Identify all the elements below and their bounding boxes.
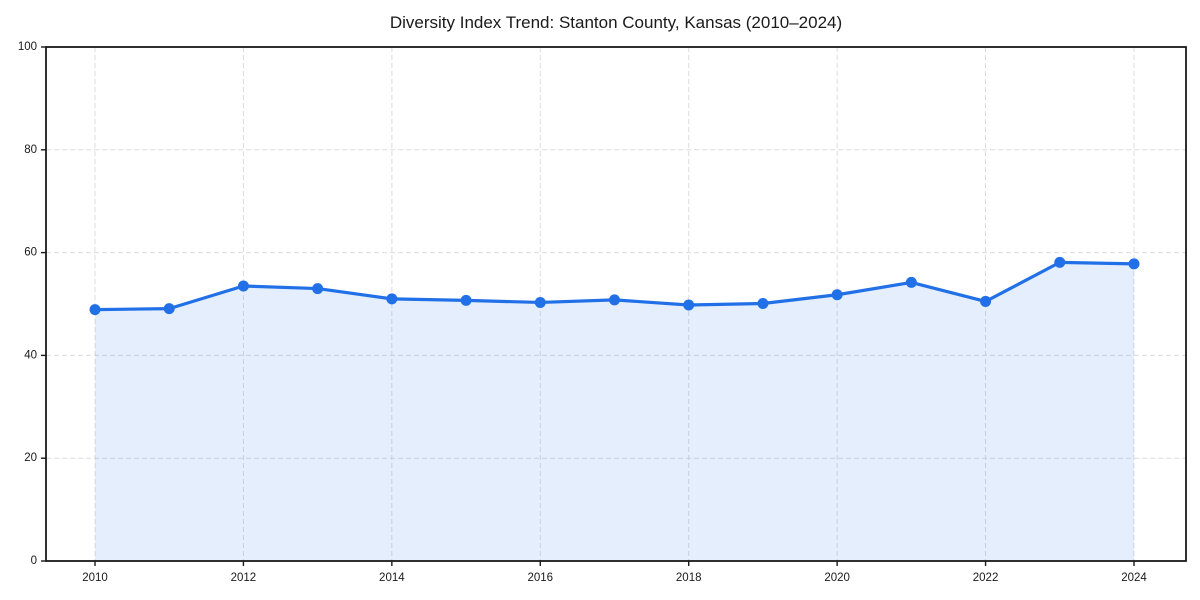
data-point bbox=[683, 299, 695, 311]
data-point bbox=[757, 297, 769, 309]
x-tick-label: 2020 bbox=[824, 572, 850, 584]
data-point bbox=[534, 296, 546, 308]
x-tick-label: 2012 bbox=[231, 572, 257, 584]
data-point bbox=[386, 293, 398, 305]
x-tick-label: 2014 bbox=[379, 572, 405, 584]
y-tick-label: 40 bbox=[24, 349, 37, 361]
plot-border bbox=[45, 46, 1187, 562]
y-tick-label: 0 bbox=[31, 555, 37, 567]
x-tick-label: 2018 bbox=[676, 572, 702, 584]
data-point bbox=[312, 283, 324, 295]
chart-title: Diversity Index Trend: Stanton County, K… bbox=[390, 13, 842, 32]
data-point bbox=[609, 294, 620, 306]
plot-content: 0 20 40 60 80 100 2010 2012 2014 2016 2018 2020 2022… bbox=[18, 41, 1187, 584]
y-tick-label: 20 bbox=[24, 452, 37, 464]
data-point bbox=[163, 303, 175, 315]
data-point bbox=[89, 304, 101, 316]
data-point bbox=[905, 276, 917, 288]
data-point bbox=[1054, 256, 1066, 268]
y-tick-label: 60 bbox=[24, 247, 37, 259]
data-point bbox=[980, 295, 992, 307]
x-tick-label: 2016 bbox=[527, 572, 553, 584]
area-fill bbox=[95, 262, 1134, 561]
data-point bbox=[460, 294, 472, 306]
data-point bbox=[237, 280, 249, 292]
data-point bbox=[1128, 258, 1140, 270]
x-tick-label: 2022 bbox=[973, 572, 999, 584]
y-tick-label: 100 bbox=[18, 41, 37, 53]
x-tick-label: 2010 bbox=[82, 572, 108, 584]
data-point bbox=[831, 289, 843, 301]
x-tick-label: 2024 bbox=[1121, 572, 1147, 584]
y-tick-label: 80 bbox=[24, 144, 37, 156]
